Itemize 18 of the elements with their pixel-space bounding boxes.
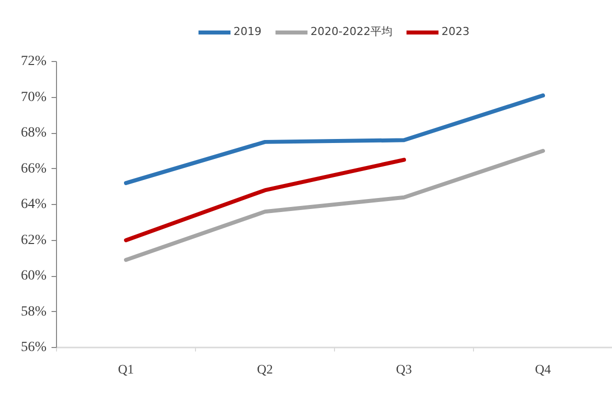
y-tick-label: 60% [20,268,47,284]
x-tick-label: Q2 [257,362,273,376]
legend-label: 2020-2022平均 [310,24,392,39]
legend-label: 2019 [234,25,262,38]
line-series [124,148,545,262]
x-tick-label: Q1 [118,362,134,376]
y-tick-label: 64% [20,197,47,212]
y-tick-label: 58% [20,304,47,320]
y-tick-label: 56% [20,340,47,355]
x-tick-label: Q3 [396,362,412,376]
y-tick-label: 72% [20,54,47,69]
line-series [124,93,545,186]
y-tick-label: 62% [20,232,47,248]
y-tick-label: 68% [20,126,47,140]
y-tick-label: 70% [20,90,47,105]
y-tick-label: 66% [20,161,47,176]
x-tick-label: Q4 [535,362,552,376]
legend-label: 2023 [441,25,470,38]
